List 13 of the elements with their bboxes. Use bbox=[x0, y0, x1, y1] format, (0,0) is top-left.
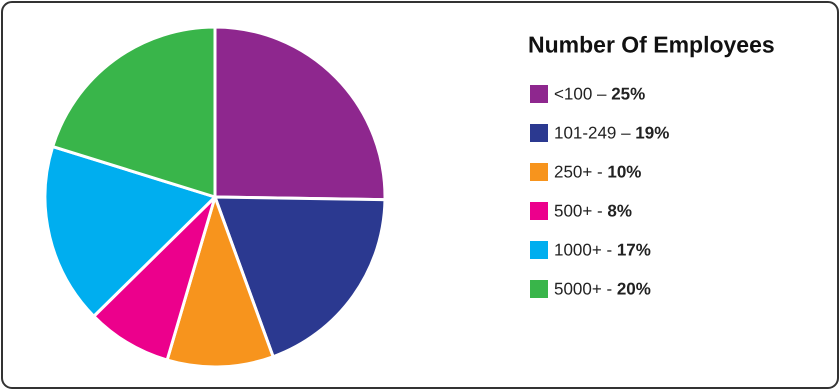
data-label: 8% bbox=[607, 202, 632, 220]
data-label: 25% bbox=[611, 84, 646, 104]
data-label: 17% bbox=[616, 240, 651, 260]
legend-label: 1000+ - bbox=[554, 240, 617, 260]
legend-label: 500+ - bbox=[554, 202, 608, 220]
legend-title: Number Of Employees bbox=[528, 32, 775, 58]
legend-label: <100 – bbox=[554, 84, 612, 104]
legend-label: 5000+ - bbox=[554, 280, 617, 298]
legend-label: 101-249 – bbox=[554, 124, 636, 142]
data-label: 19% bbox=[635, 124, 670, 142]
data-label: 20% bbox=[616, 280, 651, 298]
data-label: 10% bbox=[607, 162, 642, 182]
legend-label: 250+ - bbox=[554, 162, 608, 182]
